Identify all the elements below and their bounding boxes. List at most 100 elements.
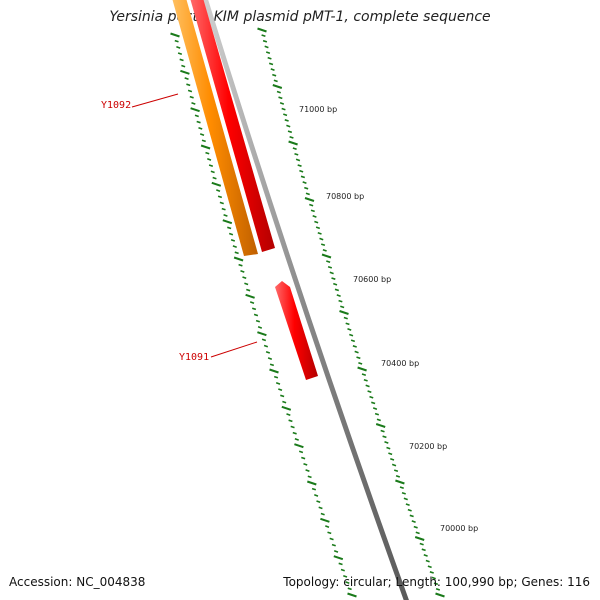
- inner-track-ticks: [170, 32, 357, 598]
- ruler-tick: [299, 169, 304, 173]
- ruler-tick: [304, 197, 315, 202]
- ruler-tick: [273, 79, 278, 83]
- accession-text: Accession: NC_004838: [9, 575, 146, 589]
- track-tick: [190, 107, 200, 113]
- ruler-tick: [339, 310, 349, 315]
- track-tick: [303, 462, 308, 466]
- track-tick: [345, 581, 350, 584]
- track-tick: [257, 331, 267, 337]
- gene-label-y1091[interactable]: Y1091: [179, 352, 209, 363]
- track-tick: [210, 170, 215, 174]
- ruler-tick: [350, 339, 356, 343]
- ruler-tick: [363, 378, 368, 382]
- ruler-label: 70200 bp: [409, 442, 447, 451]
- track-tick: [311, 487, 317, 491]
- track-tick: [199, 133, 205, 136]
- ruler-tick: [287, 130, 293, 134]
- ruler-tick: [272, 73, 277, 77]
- track-tick: [174, 39, 179, 43]
- ruler-tick: [413, 525, 418, 529]
- ruler-tick: [265, 51, 271, 54]
- ruler-tick: [388, 452, 393, 456]
- ruler-tick: [261, 34, 266, 38]
- ruler-tick: [322, 248, 327, 252]
- track-tick: [298, 450, 304, 454]
- ruler-tick: [374, 412, 380, 416]
- ruler-label: 71000 bp: [299, 105, 337, 114]
- track-tick: [282, 400, 287, 404]
- ruler-tick: [336, 294, 341, 297]
- track-tick: [179, 58, 184, 62]
- ruler-tick: [421, 548, 426, 552]
- track-tick: [263, 344, 269, 348]
- ruler-tick: [338, 299, 343, 303]
- ruler-tick: [281, 107, 286, 111]
- ruler-tick: [305, 192, 310, 196]
- track-tick: [244, 282, 249, 286]
- ruler-tick: [367, 390, 372, 393]
- ruler-tick: [391, 463, 397, 467]
- ruler-tick: [320, 243, 326, 247]
- track-tick: [320, 512, 325, 516]
- track-tick: [207, 158, 212, 161]
- track-tick: [255, 319, 261, 323]
- ruler-tick: [268, 62, 274, 66]
- track-tick: [238, 263, 243, 267]
- ruler-tick: [358, 361, 363, 365]
- ruler-tick: [284, 119, 289, 122]
- gene-y1092-red[interactable]: [190, 0, 275, 252]
- track-tick: [187, 89, 193, 93]
- ruler-tick: [369, 395, 374, 399]
- ruler-tick: [429, 571, 434, 574]
- ruler-label: 70800 bp: [326, 192, 364, 201]
- ruler-tick: [425, 559, 430, 563]
- ruler-tick: [262, 39, 268, 43]
- track-tick: [327, 531, 332, 535]
- ruler-tick: [435, 587, 441, 591]
- ruler-tick: [270, 68, 275, 71]
- ruler-tick: [294, 152, 299, 156]
- label-leader-y1091: [210, 341, 258, 358]
- ruler-tick: [345, 322, 350, 326]
- track-tick: [205, 151, 210, 155]
- gene-label-y1092[interactable]: Y1092: [101, 100, 131, 111]
- ruler-tick: [276, 90, 281, 94]
- ruler-tick: [286, 124, 291, 128]
- ruler-tick: [302, 181, 307, 184]
- track-tick: [261, 338, 267, 342]
- ruler-tick: [375, 423, 386, 428]
- gene-y1092-orange[interactable]: [172, 0, 258, 256]
- ruler-tick: [343, 316, 348, 320]
- track-tick: [211, 181, 222, 187]
- track-tick: [222, 219, 233, 225]
- track-tick: [246, 288, 251, 292]
- ruler-tick: [403, 497, 408, 501]
- ruler-tick: [283, 113, 288, 117]
- ruler-label: 70000 bp: [440, 524, 478, 533]
- track-tick: [290, 425, 295, 429]
- ruler-tick: [415, 531, 420, 535]
- ruler-tick: [315, 226, 321, 230]
- track-tick: [184, 77, 189, 80]
- ruler-tick: [326, 260, 331, 264]
- track-tick: [176, 46, 181, 49]
- sequence-backbone: [203, 0, 409, 600]
- ruler-tick: [365, 384, 370, 388]
- track-tick: [269, 368, 279, 374]
- track-tick: [245, 293, 255, 299]
- track-tick: [294, 438, 299, 441]
- gene-y1091-red[interactable]: [275, 281, 318, 380]
- track-tick: [305, 469, 310, 472]
- track-tick: [240, 270, 245, 273]
- ruler-tick: [414, 536, 425, 541]
- ruler-tick: [427, 565, 432, 569]
- track-tick: [180, 69, 190, 75]
- track-tick: [228, 232, 234, 236]
- track-tick: [318, 506, 323, 510]
- track-tick: [267, 357, 273, 360]
- track-tick: [320, 517, 330, 523]
- track-tick: [316, 500, 321, 504]
- ruler-tick: [349, 333, 354, 337]
- ruler-tick: [352, 345, 357, 348]
- ruler-tick: [347, 328, 352, 331]
